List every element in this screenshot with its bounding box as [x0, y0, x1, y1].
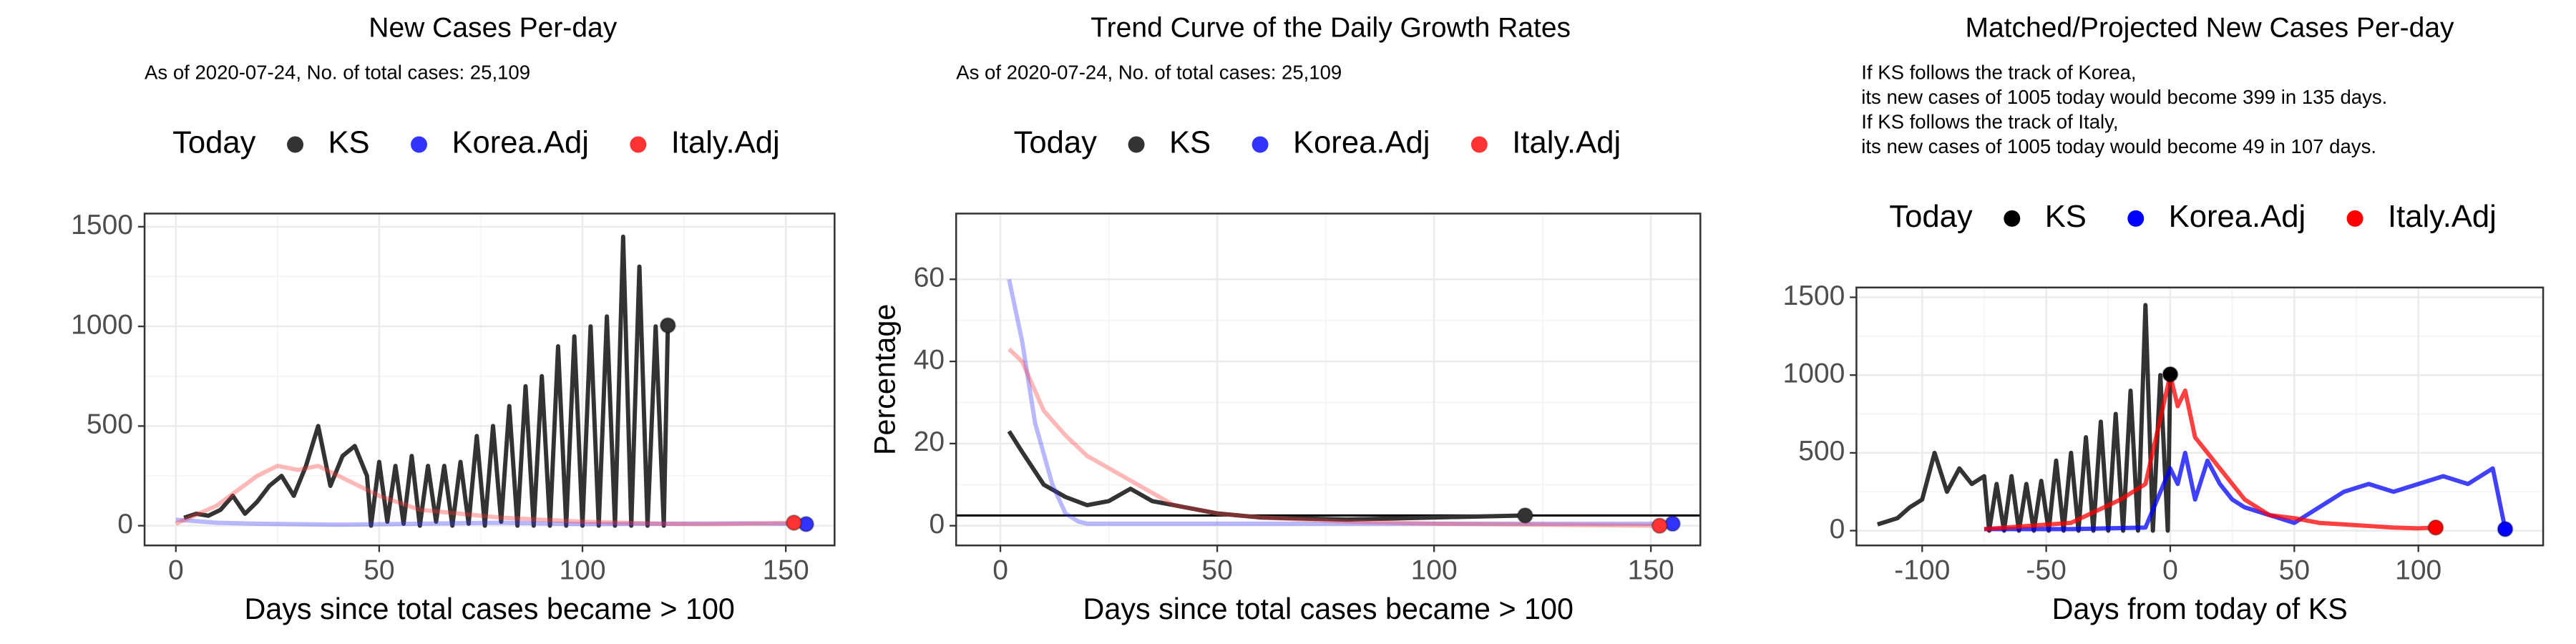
legend-swatch	[630, 136, 647, 153]
y-tick-label: 60	[914, 263, 945, 293]
series-line	[1007, 278, 1673, 526]
x-axis-label: Days since total cases became > 100	[1083, 592, 1574, 625]
y-tick-label: 1500	[1783, 280, 1845, 311]
x-tick-label: 0	[992, 555, 1008, 585]
today-point	[2427, 519, 2444, 536]
today-point	[1651, 517, 1668, 535]
legend-title: Today	[1889, 200, 1973, 234]
x-tick-label: -50	[2026, 555, 2066, 585]
today-point	[659, 317, 676, 334]
legend-label: Korea.Adj	[452, 126, 589, 160]
legend-label: Korea.Adj	[1293, 126, 1430, 160]
y-tick-label: 1500	[71, 210, 133, 240]
legend-label: Italy.Adj	[671, 126, 780, 160]
annotation: If KS follows the track of Korea,	[1861, 62, 2136, 84]
legend-label: Korea.Adj	[2169, 200, 2306, 234]
x-tick-label: 150	[763, 555, 809, 585]
y-tick-label: 0	[117, 509, 133, 540]
x-tick-label: 100	[559, 555, 605, 585]
y-tick-label: 0	[1830, 514, 1845, 545]
chart-title: Trend Curve of the Daily Growth Rates	[1091, 13, 1571, 44]
x-tick-label: 50	[364, 555, 394, 585]
annotation: its new cases of 1005 today would become…	[1861, 86, 2387, 108]
panel-border	[143, 213, 836, 547]
legend-swatch	[2346, 210, 2363, 227]
legend-label: Italy.Adj	[1512, 126, 1621, 160]
legend-label: KS	[2045, 200, 2087, 234]
panel	[1856, 287, 2544, 546]
legend-swatch	[2127, 210, 2145, 227]
legend-swatch	[2004, 210, 2021, 227]
y-tick-label: 20	[914, 426, 945, 457]
series-line	[175, 517, 806, 527]
legend-swatch	[411, 136, 428, 153]
panel-border	[1855, 286, 2545, 547]
legend-label: KS	[1169, 126, 1211, 160]
x-tick-label: 50	[2279, 555, 2310, 585]
y-tick-label: 500	[87, 409, 133, 440]
today-point	[1516, 507, 1533, 524]
legend-title: Today	[1014, 126, 1098, 160]
legend-label: Italy.Adj	[2388, 200, 2497, 234]
series-line	[1984, 450, 2507, 532]
x-axis-label: Days since total cases became > 100	[244, 592, 734, 625]
subtitle: As of 2020-07-24, No. of total cases: 25…	[145, 62, 530, 84]
series-line	[1984, 373, 2436, 532]
legend-swatch	[1252, 136, 1269, 153]
series-line	[1007, 430, 1526, 522]
x-tick-label: 100	[2395, 555, 2441, 585]
today-point	[2162, 366, 2179, 383]
annotation: its new cases of 1005 today would become…	[1861, 135, 2376, 157]
legend-swatch	[287, 136, 304, 153]
x-tick-label: 0	[2162, 555, 2178, 585]
x-tick-label: 50	[1201, 555, 1232, 585]
y-axis-label: Percentage	[869, 304, 902, 455]
subtitle: As of 2020-07-24, No. of total cases: 25…	[956, 62, 1342, 84]
panel	[145, 213, 835, 546]
y-tick-label: 0	[929, 509, 945, 540]
x-tick-label: 150	[1628, 555, 1674, 585]
y-tick-label: 1000	[1783, 358, 1845, 389]
today-point	[786, 514, 802, 531]
y-tick-label: 1000	[71, 309, 133, 340]
x-tick-label: 0	[168, 555, 184, 585]
today-point	[2497, 520, 2514, 537]
x-tick-label: 100	[1411, 555, 1458, 585]
series-line	[175, 464, 794, 527]
chart-title: Matched/Projected New Cases Per-day	[1965, 13, 2454, 44]
x-axis-label: Days from today of KS	[2052, 592, 2348, 625]
legend-swatch	[1128, 136, 1145, 153]
legend-title: Today	[172, 126, 256, 160]
legend-swatch	[1470, 136, 1488, 153]
chart-title: New Cases Per-day	[369, 13, 617, 44]
y-tick-label: 500	[1798, 436, 1845, 467]
x-tick-label: -100	[1894, 555, 1950, 585]
annotation: If KS follows the track of Italy,	[1861, 110, 2118, 132]
legend-label: KS	[328, 126, 369, 160]
series-line	[1008, 347, 1660, 528]
panel	[956, 213, 1701, 546]
panel-border	[955, 213, 1702, 547]
series-line	[183, 234, 670, 528]
y-tick-label: 40	[914, 344, 945, 375]
